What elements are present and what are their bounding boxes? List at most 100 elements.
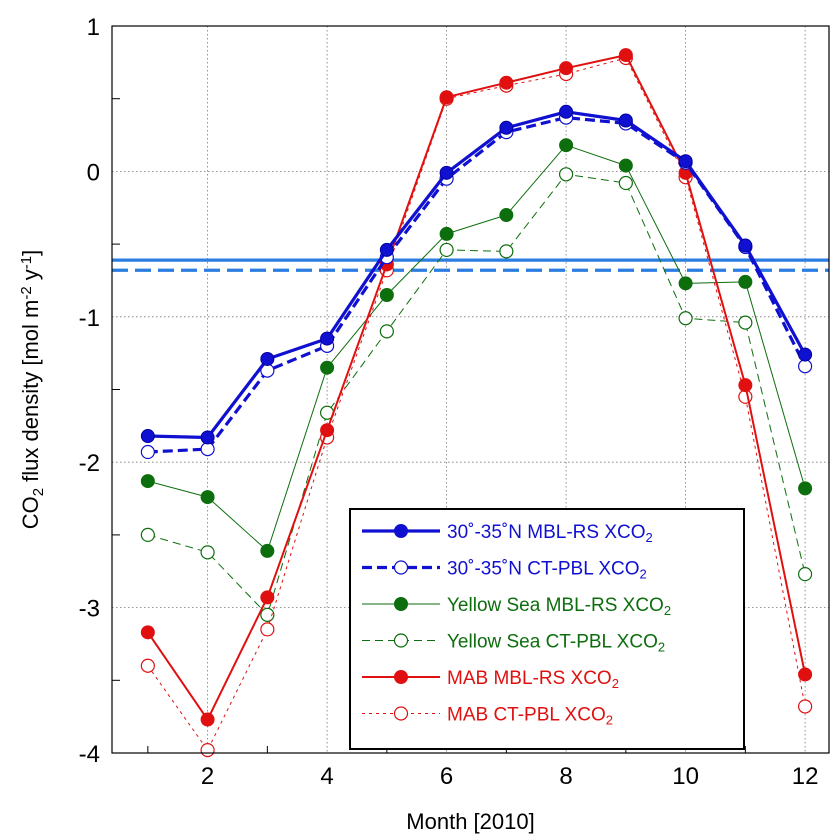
legend-label-main: MAB CT-PBL XCO [447,705,606,726]
legend-entry: MAB MBL-RS XCO2 [362,668,619,691]
legend-marker-sample [393,560,409,575]
data-point [200,490,215,505]
legend-marker-sample [393,706,409,721]
data-point [379,287,394,302]
data-point [200,442,215,457]
data-point [797,699,813,714]
y-axis-label-part: y [18,269,43,286]
series-4 [140,167,813,622]
series-line [146,54,807,721]
y-axis-label-part: flux density [mol m [18,300,43,488]
legend-marker-sample [393,633,409,648]
data-point [558,167,574,182]
plot-frame [111,25,830,754]
data-point [439,242,454,258]
legend-entry: Yellow Sea CT-PBL XCO2 [362,632,665,655]
legend-marker-sample [394,524,408,538]
legend-label-main: Yellow Sea CT-PBL XCO [447,632,658,653]
x-tick-label: 12 [792,763,819,790]
legend-entry: Yellow Sea MBL-RS XCO2 [362,595,671,618]
data-point [797,359,813,374]
data-point [260,607,275,622]
data-point [140,658,155,673]
series-3 [140,138,813,558]
y-tick-label: 1 [87,14,100,41]
legend-marker-sample [394,670,408,684]
y-tick-label: -2 [79,450,100,477]
y-tick-label: -4 [79,741,100,768]
x-tick-label: 6 [440,763,453,790]
data-point [559,104,574,119]
data-point [439,90,454,105]
y-axis-label-part: -1 [18,256,35,269]
y-tick-label: -1 [79,305,100,332]
legend-label-main: 30˚-35˚N CT-PBL XCO [447,559,640,580]
legend-box [349,508,745,750]
data-point [797,567,813,582]
data-point [499,208,514,223]
legend-label-sub: 2 [646,530,653,545]
y-axis-label-part: -2 [18,286,35,299]
series-line [147,57,806,751]
data-point [320,360,335,375]
data-point [678,276,693,291]
x-tick-label: 2 [201,763,214,790]
data-point [738,238,753,253]
data-point [140,444,155,460]
legend-label-main: Yellow Sea MBL-RS XCO [447,595,664,616]
data-point [499,120,514,135]
data-point [798,481,813,496]
y-tick-label: 0 [87,159,100,186]
legend-label-sub: 2 [640,566,647,581]
data-point [618,113,633,128]
data-point [140,429,155,444]
legend-label: Yellow Sea CT-PBL XCO2 [447,632,665,655]
y-axis-label-part: ] [18,250,43,256]
legend-label-sub: 2 [612,676,619,691]
legend-entry: MAB CT-PBL XCO2 [362,705,613,728]
data-point [200,545,215,560]
data-point [200,712,215,727]
series-line [147,144,806,552]
legend-label: 30˚-35˚N CT-PBL XCO2 [447,559,647,582]
data-point [499,75,514,90]
legend-entry: 30˚-35˚N CT-PBL XCO2 [362,559,647,582]
data-point [499,244,514,259]
data-point [379,242,394,257]
data-point [140,527,155,543]
legend-label-sub: 2 [606,712,613,727]
series-layer [140,48,813,758]
data-point [738,274,753,289]
legend-label: MAB CT-PBL XCO2 [447,705,613,728]
legend-label-sub: 2 [658,639,665,654]
x-tick-label: 4 [320,763,333,790]
data-point [320,331,335,346]
data-point [559,138,574,153]
legend-label: Yellow Sea MBL-RS XCO2 [447,595,671,618]
y-tick-label: -3 [79,596,100,623]
y-axis-label-part: 2 [30,488,47,496]
data-point [678,154,693,169]
data-point [260,590,275,605]
data-point [379,324,394,339]
data-point [439,226,454,241]
legend-marker-sample [394,597,408,611]
data-point [439,165,454,180]
legend-label: MAB MBL-RS XCO2 [447,668,619,691]
series-line [147,173,806,616]
data-point [798,667,813,682]
data-point [618,48,633,63]
data-point [738,378,753,393]
y-axis-label-part: CO [18,496,43,529]
data-point [260,543,275,558]
data-point [738,315,753,330]
data-point [200,742,215,758]
series-line [147,110,807,440]
data-point [260,622,275,637]
x-tick-label: 10 [672,763,699,790]
data-point [559,61,574,76]
data-point [320,423,335,438]
data-point [678,311,693,326]
